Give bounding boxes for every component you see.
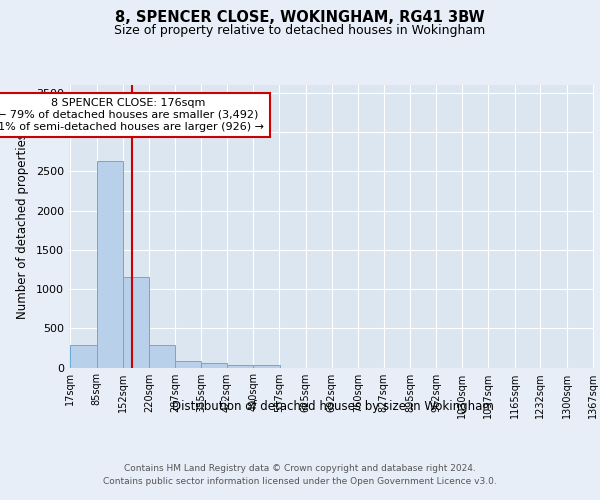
Bar xyxy=(97,161,123,368)
Bar xyxy=(149,345,175,368)
Bar xyxy=(175,361,201,368)
Bar xyxy=(227,365,253,368)
Text: Contains HM Land Registry data © Crown copyright and database right 2024.: Contains HM Land Registry data © Crown c… xyxy=(124,464,476,473)
Y-axis label: Number of detached properties: Number of detached properties xyxy=(16,133,29,320)
Bar xyxy=(201,363,227,368)
Bar xyxy=(253,365,280,368)
Bar xyxy=(70,345,97,368)
Text: Contains public sector information licensed under the Open Government Licence v3: Contains public sector information licen… xyxy=(103,478,497,486)
Text: Size of property relative to detached houses in Wokingham: Size of property relative to detached ho… xyxy=(115,24,485,37)
Text: 8, SPENCER CLOSE, WOKINGHAM, RG41 3BW: 8, SPENCER CLOSE, WOKINGHAM, RG41 3BW xyxy=(115,10,485,25)
Text: Distribution of detached houses by size in Wokingham: Distribution of detached houses by size … xyxy=(172,400,494,413)
Text: 8 SPENCER CLOSE: 176sqm
← 79% of detached houses are smaller (3,492)
21% of semi: 8 SPENCER CLOSE: 176sqm ← 79% of detache… xyxy=(0,98,265,132)
Bar xyxy=(122,278,149,368)
